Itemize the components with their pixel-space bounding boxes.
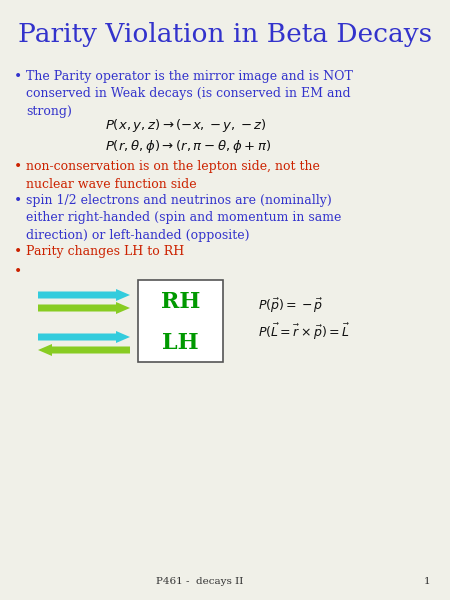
Text: 1: 1 [423, 577, 430, 586]
Text: $P(r, \theta, \phi) \rightarrow (r, \pi-\theta, \phi+\pi)$: $P(r, \theta, \phi) \rightarrow (r, \pi-… [105, 138, 271, 155]
Text: $P(x, y, z) \rightarrow (-x,-y,-z)$: $P(x, y, z) \rightarrow (-x,-y,-z)$ [105, 117, 267, 134]
Text: spin 1/2 electrons and neutrinos are (nominally)
either right-handed (spin and m: spin 1/2 electrons and neutrinos are (no… [26, 194, 342, 242]
Text: non-conservation is on the lepton side, not the
nuclear wave function side: non-conservation is on the lepton side, … [26, 160, 320, 191]
Text: LH: LH [162, 332, 199, 354]
Text: RH: RH [161, 291, 200, 313]
Text: Parity Violation in Beta Decays: Parity Violation in Beta Decays [18, 22, 432, 47]
Text: The Parity operator is the mirror image and is NOT
conserved in Weak decays (is : The Parity operator is the mirror image … [26, 70, 353, 118]
Text: •: • [14, 265, 22, 279]
Text: $P(\vec{p}) = -\vec{p}$: $P(\vec{p}) = -\vec{p}$ [258, 297, 324, 315]
Text: $P(\vec{L} = \vec{r} \times \vec{p}) = \vec{L}$: $P(\vec{L} = \vec{r} \times \vec{p}) = \… [258, 322, 351, 342]
Text: •: • [14, 245, 22, 259]
Text: •: • [14, 194, 22, 208]
FancyArrow shape [38, 289, 130, 301]
Text: •: • [14, 70, 22, 84]
Bar [138, 280, 223, 362]
Text: P461 -  decays II: P461 - decays II [156, 577, 244, 586]
Text: •: • [14, 160, 22, 174]
FancyArrow shape [38, 331, 130, 343]
Text: Parity changes LH to RH: Parity changes LH to RH [26, 245, 184, 258]
FancyArrow shape [38, 302, 130, 314]
FancyArrow shape [38, 344, 130, 356]
